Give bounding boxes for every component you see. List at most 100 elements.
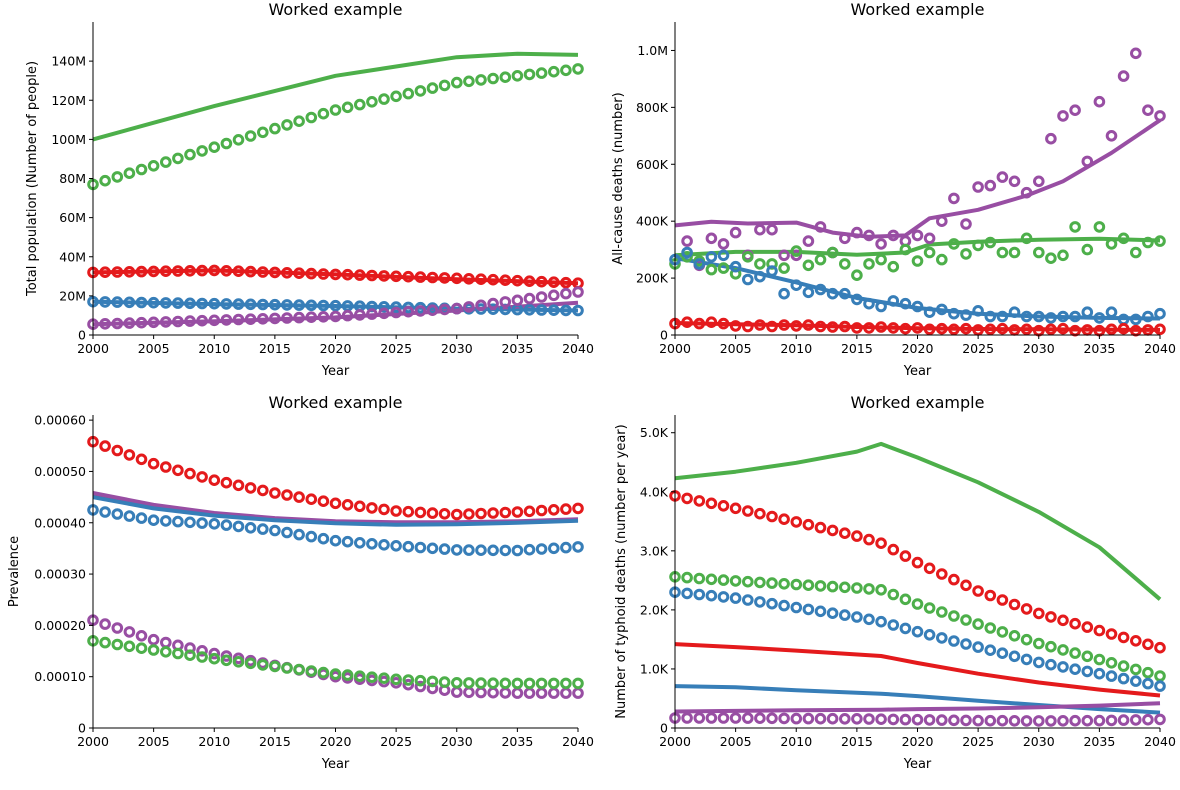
x-tick-label: 2010 <box>780 341 812 356</box>
data-point-green <box>232 656 245 668</box>
y-tick-label: 120M <box>51 93 86 108</box>
data-point-red <box>1081 324 1094 336</box>
series-line-green <box>674 236 1161 258</box>
data-point-blue <box>717 249 730 262</box>
y-tick-label: 1.0K <box>640 661 669 676</box>
data-point-green <box>378 93 390 105</box>
data-point-purple <box>911 713 924 726</box>
y-tick-label: 1.0M <box>637 43 668 58</box>
data-point-green <box>487 677 499 690</box>
data-point-red <box>705 316 718 329</box>
data-point-purple <box>523 292 536 305</box>
y-tick-label: 4.0K <box>640 484 669 499</box>
data-point-green <box>560 64 572 77</box>
data-point-blue <box>693 258 706 270</box>
data-point-green <box>875 584 887 596</box>
data-point-red <box>463 273 475 285</box>
data-point-green <box>826 246 839 259</box>
data-point-green <box>220 137 233 150</box>
data-point-green <box>826 580 839 593</box>
data-point-purple <box>184 315 196 327</box>
data-point-green <box>742 575 754 588</box>
data-point-green <box>1033 637 1045 650</box>
data-point-purple <box>111 622 124 634</box>
data-point-blue <box>729 592 742 604</box>
data-point-purple <box>996 171 1009 183</box>
data-point-blue <box>184 297 196 310</box>
data-point-green <box>172 647 184 660</box>
data-point-red <box>1093 624 1106 637</box>
data-point-purple <box>123 626 136 638</box>
series-line-blue <box>92 495 579 527</box>
data-point-red <box>899 322 912 335</box>
data-point-red <box>305 267 318 280</box>
data-point-red <box>1117 631 1130 644</box>
y-tick-label: 60M <box>59 210 86 225</box>
data-point-blue <box>341 535 354 548</box>
data-point-green <box>778 262 790 274</box>
data-point-blue <box>839 609 851 621</box>
data-point-purple <box>936 714 948 726</box>
data-point-red <box>1008 324 1021 336</box>
data-point-green <box>1154 670 1166 682</box>
data-point-red <box>1069 617 1081 630</box>
x-tick-label: 2030 <box>1023 734 1055 749</box>
data-point-purple <box>135 316 148 329</box>
data-point-purple <box>972 714 984 727</box>
chart-title: Worked example <box>851 393 985 412</box>
data-point-purple <box>851 713 863 725</box>
data-point-green <box>414 674 427 687</box>
data-point-green <box>341 101 354 114</box>
data-point-purple <box>208 647 221 660</box>
data-point-purple <box>147 316 160 329</box>
data-point-blue <box>487 303 499 316</box>
data-point-blue <box>1154 307 1166 320</box>
data-point-purple <box>742 712 754 724</box>
x-axis-label: Year <box>903 757 932 772</box>
data-point-green <box>463 75 475 88</box>
data-point-red <box>863 533 875 546</box>
data-point-purple <box>1093 95 1106 108</box>
data-point-purple <box>147 633 160 646</box>
data-point-blue <box>111 296 124 308</box>
data-point-red <box>341 499 354 511</box>
data-point-purple <box>499 296 512 308</box>
data-point-purple <box>705 232 718 245</box>
data-point-blue <box>354 537 366 549</box>
data-point-blue <box>232 520 245 533</box>
data-point-purple <box>1057 715 1069 727</box>
data-point-red <box>887 322 900 334</box>
data-point-green <box>1020 633 1033 646</box>
data-point-purple <box>996 714 1009 727</box>
data-point-blue <box>778 599 790 612</box>
data-point-green <box>147 160 160 172</box>
plot-area <box>87 51 584 331</box>
data-point-red <box>293 267 305 280</box>
data-point-purple <box>729 712 742 724</box>
data-point-green <box>523 68 536 81</box>
data-point-purple <box>923 714 936 726</box>
data-point-blue <box>390 301 402 313</box>
data-point-purple <box>317 311 330 323</box>
data-point-blue <box>426 542 439 555</box>
data-point-green <box>1130 246 1142 259</box>
x-tick-label: 2035 <box>501 734 533 749</box>
data-point-purple <box>875 713 887 726</box>
data-point-red <box>269 487 281 499</box>
data-point-blue <box>523 304 536 316</box>
data-point-blue <box>814 605 827 618</box>
data-point-red <box>426 507 439 519</box>
data-point-purple <box>1130 47 1142 60</box>
chart-panel-2: 2000 2005 2010 2015 2020 2025 2030 2035 2040 0 200… <box>611 0 1176 379</box>
data-point-purple <box>1045 132 1057 145</box>
data-point-purple <box>463 301 475 313</box>
data-point-green <box>317 107 330 120</box>
y-axis-label: Prevalence <box>7 536 22 607</box>
chart-panel-1: 2000 2005 2010 2015 2020 2025 2030 2035 2040 0 20M… <box>25 0 594 379</box>
data-point-blue <box>402 540 415 553</box>
data-point-red <box>887 543 900 556</box>
data-point-blue <box>1069 663 1081 676</box>
data-point-blue <box>172 515 184 528</box>
